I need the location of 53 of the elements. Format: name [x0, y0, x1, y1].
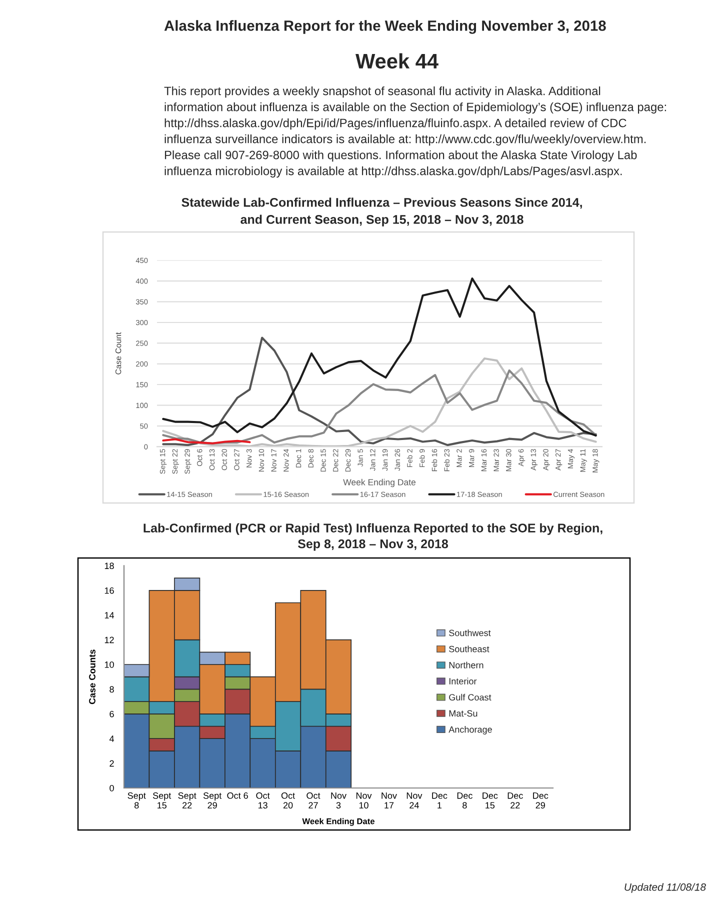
x-axis-title: Week Ending Date: [343, 478, 416, 488]
text: Alaska Influenza Report for the Week Ending November 3, 2018: [164, 20, 606, 34]
x-tick-label: Oct 6: [227, 792, 248, 799]
y-tick-label: 16: [104, 587, 114, 594]
chart-title: Statewide Lab-Confirmed Influenza – Previous Seasons Since 2014, and Current Season, Sep 15, 2018 – Nov 3, 2018: [182, 198, 582, 226]
text: influenza surveillance indicators is available at: http://www.cdc.gov/flu/weekly/overview.htm.: [164, 134, 646, 146]
text: influenza microbiology is available at http://dhss.alaska.gov/dph/Labs/Pages/asvl.aspx.: [164, 166, 622, 178]
y-tick-label: 6: [110, 710, 114, 718]
x-tick-label: Oct 27: [306, 792, 320, 808]
x-tick-label: Nov 24: [406, 792, 422, 808]
text: http://dhss.alaska.gov/dph/Epi/id/Pages/influenza/fluinfo.aspx. A detailed review of CDC: [164, 118, 626, 130]
legend-label: Anchorage: [448, 726, 492, 734]
x-axis-title: Week Ending Date: [302, 818, 374, 826]
line-series: [162, 369, 597, 444]
text: Week 44: [356, 53, 438, 69]
x-tick-label: Oct 13: [256, 792, 270, 809]
x-tick-label: Nov 17: [382, 792, 397, 808]
x-tick-label: Nov 10: [356, 792, 372, 809]
legend-label: Southwest: [449, 630, 491, 636]
x-tick-label: Sept 8: [128, 792, 146, 809]
text: Please call 907-269-8000 with questions. Information about the Alaska State Virology Lab: [164, 150, 637, 162]
y-tick-label: 0: [110, 784, 114, 792]
x-tick-label: Dec 15: [482, 792, 498, 809]
text: information about influenza is available on the Section of Epidemiology’s (SOE) influenza page:: [164, 102, 666, 114]
x-tick-label: Dec 8: [457, 792, 472, 809]
x-tick-label: Sept 22: [178, 792, 196, 808]
legend-label: Gulf Coast: [449, 694, 492, 701]
legend-label: Southeast: [449, 646, 490, 652]
x-tick-label: Sept 29: [203, 792, 222, 809]
y-tick-label: 14: [104, 612, 114, 618]
y-tick-label: 10: [104, 661, 114, 668]
y-tick-label: 12: [104, 636, 114, 644]
y-axis-title: Case Counts: [89, 650, 96, 704]
x-tick-label: Dec 1: [432, 792, 448, 808]
y-tick-label: 4: [109, 736, 114, 742]
x-tick-label: Nov 3: [331, 792, 346, 809]
line-series: [162, 357, 597, 447]
x-tick-label: Oct 20: [281, 792, 295, 809]
legend-label: Mat-Su: [449, 710, 478, 717]
x-tick-label: Dec 29: [533, 792, 548, 809]
line-series: [162, 277, 597, 437]
line-series: [162, 336, 597, 446]
chart-title: Lab-Confirmed (PCR or Rapid Test) Influenza Reported to the SOE by Region, Sep 8, 2018 – Nov 3, 2018: [144, 523, 602, 551]
text: Updated 11/08/18: [624, 883, 706, 893]
y-tick-label: 2: [110, 760, 114, 767]
x-tick-label: Sept 15: [152, 792, 172, 809]
text: This report provides a weekly snapshot of seasonal flu activity in Alaska. Additional: [164, 86, 600, 98]
x-tick-label: Dec 22: [508, 792, 523, 808]
legend-label: Northern: [449, 662, 484, 668]
y-axis-title: Case Count: [115, 332, 122, 374]
y-tick-label: 8: [110, 686, 114, 693]
legend-label: Interior: [449, 678, 477, 684]
y-tick-label: 18: [104, 562, 114, 570]
